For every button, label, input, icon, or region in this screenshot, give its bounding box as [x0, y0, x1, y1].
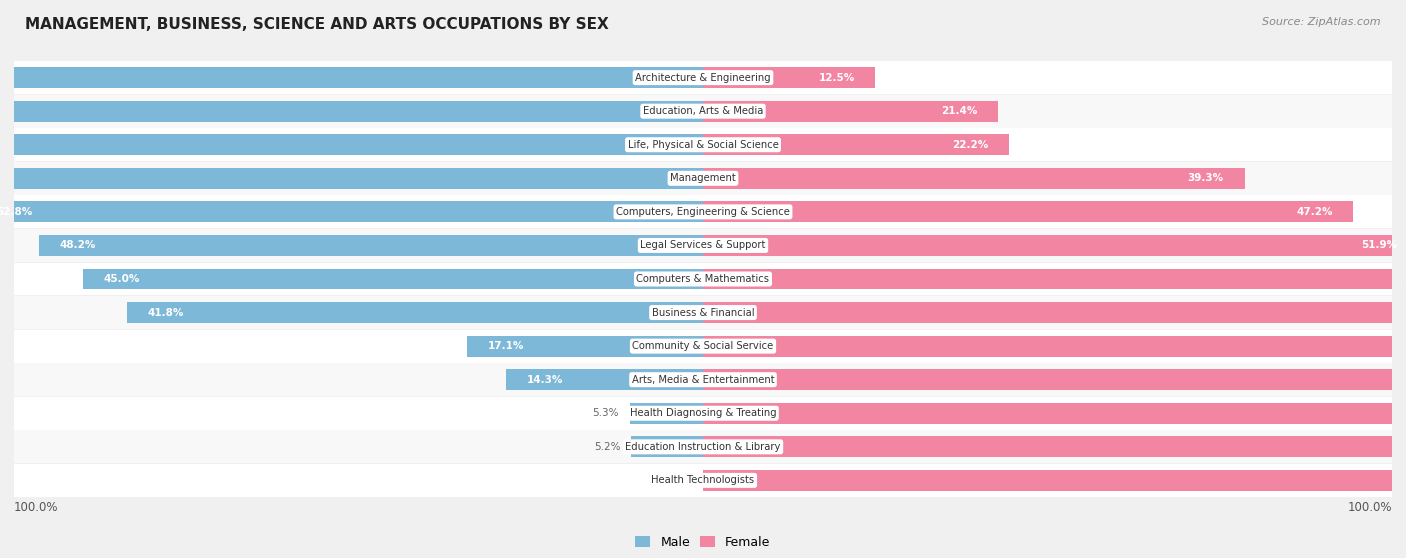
Bar [703, 268, 1406, 290]
Text: 52.8%: 52.8% [0, 207, 32, 217]
Text: Health Technologists: Health Technologists [651, 475, 755, 485]
Text: 14.3%: 14.3% [527, 374, 562, 384]
Text: 12.5%: 12.5% [818, 73, 855, 83]
Text: 100.0%: 100.0% [1347, 501, 1392, 514]
Text: 51.9%: 51.9% [1361, 240, 1398, 251]
Bar [703, 369, 1406, 390]
Text: Education, Arts & Media: Education, Arts & Media [643, 106, 763, 116]
Text: 5.3%: 5.3% [592, 408, 619, 418]
Text: 47.2%: 47.2% [1296, 207, 1333, 217]
Bar [127, 302, 703, 323]
Text: Architecture & Engineering: Architecture & Engineering [636, 73, 770, 83]
Text: MANAGEMENT, BUSINESS, SCIENCE AND ARTS OCCUPATIONS BY SEX: MANAGEMENT, BUSINESS, SCIENCE AND ARTS O… [25, 17, 609, 32]
Text: Arts, Media & Entertainment: Arts, Media & Entertainment [631, 374, 775, 384]
Bar [703, 101, 998, 122]
Bar [631, 436, 703, 457]
Bar [703, 470, 1406, 491]
Bar [703, 302, 1406, 323]
Bar [14, 430, 1392, 463]
Text: 55.0%: 55.0% [1405, 274, 1406, 284]
Text: 39.3%: 39.3% [1188, 174, 1223, 184]
Bar [14, 229, 1392, 262]
Text: 41.8%: 41.8% [148, 307, 184, 318]
Bar [703, 336, 1406, 357]
Legend: Male, Female: Male, Female [630, 531, 776, 554]
Text: 17.1%: 17.1% [488, 341, 524, 351]
Bar [0, 134, 703, 155]
Bar [14, 397, 1392, 430]
Text: 5.2%: 5.2% [593, 442, 620, 452]
Bar [467, 336, 703, 357]
Text: Life, Physical & Social Science: Life, Physical & Social Science [627, 140, 779, 150]
Bar [14, 464, 1392, 497]
Bar [14, 61, 1392, 94]
Bar [83, 268, 703, 290]
Bar [14, 95, 1392, 128]
Text: Computers, Engineering & Science: Computers, Engineering & Science [616, 207, 790, 217]
Text: Computers & Mathematics: Computers & Mathematics [637, 274, 769, 284]
Bar [14, 296, 1392, 329]
Text: 48.2%: 48.2% [59, 240, 96, 251]
Text: 22.2%: 22.2% [952, 140, 988, 150]
Text: Legal Services & Support: Legal Services & Support [640, 240, 766, 251]
Bar [703, 168, 1244, 189]
Bar [0, 67, 703, 88]
Bar [14, 263, 1392, 295]
Bar [703, 403, 1406, 424]
Bar [0, 168, 703, 189]
Bar [39, 235, 703, 256]
Text: Source: ZipAtlas.com: Source: ZipAtlas.com [1263, 17, 1381, 27]
Bar [14, 363, 1392, 396]
Bar [14, 128, 1392, 161]
Bar [14, 162, 1392, 195]
Bar [703, 67, 875, 88]
Bar [703, 201, 1354, 222]
Text: Management: Management [671, 174, 735, 184]
Bar [703, 436, 1406, 457]
Text: Health Diagnosing & Treating: Health Diagnosing & Treating [630, 408, 776, 418]
Text: Education Instruction & Library: Education Instruction & Library [626, 442, 780, 452]
Bar [14, 330, 1392, 363]
Bar [506, 369, 703, 390]
Text: 45.0%: 45.0% [104, 274, 141, 284]
Bar [703, 235, 1406, 256]
Bar [14, 195, 1392, 228]
Bar [703, 134, 1010, 155]
Bar [0, 101, 703, 122]
Text: Community & Social Service: Community & Social Service [633, 341, 773, 351]
Text: Business & Financial: Business & Financial [652, 307, 754, 318]
Bar [0, 201, 703, 222]
Bar [630, 403, 703, 424]
Text: 100.0%: 100.0% [14, 501, 59, 514]
Text: 21.4%: 21.4% [941, 106, 977, 116]
